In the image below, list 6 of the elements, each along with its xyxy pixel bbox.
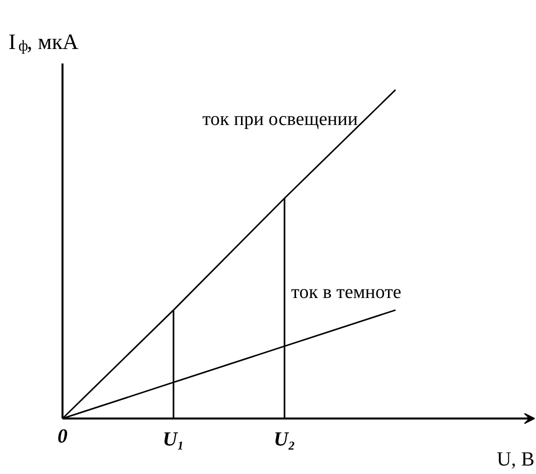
series-label: ток в темноте <box>291 282 402 303</box>
x-axis-title: U, В <box>496 448 535 470</box>
x-tick-label: U₂ <box>274 428 296 450</box>
x-tick-label: U₁ <box>162 428 184 450</box>
series-label: ток при освещении <box>202 108 358 130</box>
x-tick-label: 0 <box>58 426 68 448</box>
